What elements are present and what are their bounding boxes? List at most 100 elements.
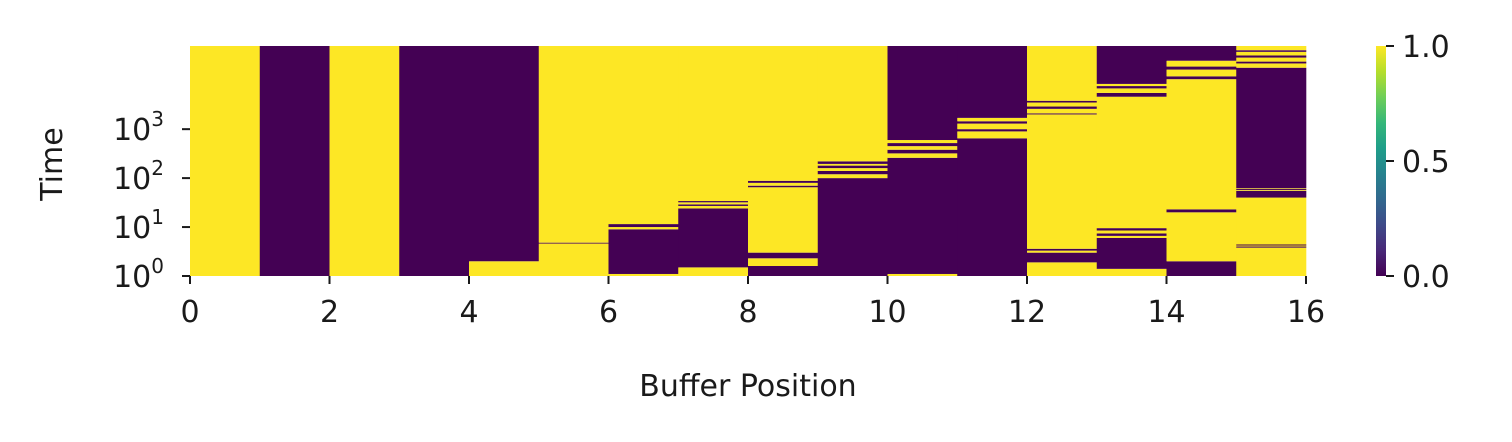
- heatmap-cell-pos13-seg11: [1096, 46, 1167, 84]
- heatmap-cell-pos14-seg0: [1166, 261, 1237, 276]
- heatmap-cell-pos7-seg0: [678, 267, 749, 276]
- heatmap-cell-pos2-seg0: [329, 46, 400, 276]
- heatmap-cell-pos11-seg3: [957, 123, 1028, 130]
- heatmap-cell-pos9-seg3: [817, 168, 888, 171]
- heatmap-cell-pos13-seg8: [1096, 88, 1167, 93]
- heatmap-cell-pos10-seg4: [887, 146, 958, 150]
- heatmap-cell-pos14-seg6: [1166, 66, 1237, 70]
- heatmap-cell-pos14-seg8: [1166, 46, 1237, 61]
- heatmap-cell-pos9-seg0: [817, 178, 888, 276]
- heatmap-cell-pos12-seg0: [1027, 262, 1098, 276]
- heatmap-cell-pos8-seg6: [748, 180, 819, 183]
- heatmap-cell-pos14-seg3: [1166, 79, 1237, 210]
- heatmap-cell-pos11-seg2: [957, 129, 1028, 132]
- heatmap-cell-pos15-seg0: [1236, 247, 1307, 276]
- heatmap-cell-pos12-seg3: [1027, 248, 1098, 251]
- heatmap-cell-pos12-seg1: [1027, 252, 1098, 263]
- heatmap-cell-pos15-seg6: [1236, 190, 1307, 191]
- heatmap-cell-pos13-seg1: [1096, 237, 1167, 269]
- heatmap-cell-pos4-seg1: [469, 46, 540, 262]
- heatmap-cell-pos9-seg2: [817, 170, 888, 175]
- heatmap-cell-pos7-seg2: [678, 205, 749, 209]
- heatmap-cell-pos15-seg5: [1236, 190, 1307, 198]
- heatmap-cell-pos10-seg7: [887, 46, 958, 141]
- heatmap-cell-pos8-seg1: [748, 258, 819, 266]
- x-tick-label: 16: [1287, 295, 1325, 330]
- heatmap-cell-pos12-seg8: [1027, 102, 1098, 107]
- heatmap-cell-pos10-seg0: [887, 273, 958, 276]
- heatmap-cell-pos6-seg2: [608, 227, 679, 230]
- heatmap-cell-pos15-seg3: [1236, 244, 1307, 246]
- heatmap-cell-pos6-seg1: [608, 229, 679, 274]
- x-tick-label: 8: [738, 295, 757, 330]
- heatmap-cell-pos9-seg4: [817, 165, 888, 169]
- x-tick-label: 0: [180, 295, 199, 330]
- heatmap-cell-pos5-seg1: [538, 242, 609, 244]
- heatmap-cell-pos15-seg11: [1236, 61, 1307, 64]
- x-tick-label: 14: [1147, 295, 1185, 330]
- heatmap-cell-pos7-seg1: [678, 208, 749, 268]
- heatmap-cell-pos15-seg9: [1236, 67, 1307, 189]
- heatmap-cell-pos12-seg7: [1027, 106, 1098, 109]
- heatmap-cell-pos4-seg0: [469, 261, 540, 276]
- x-tick-label: 4: [459, 295, 478, 330]
- heatmap-cell-pos1-seg0: [259, 46, 330, 276]
- x-tick-label: 10: [868, 295, 906, 330]
- heatmap-cell-pos9-seg1: [817, 174, 888, 179]
- heatmap-cell-pos15-seg4: [1236, 197, 1307, 245]
- heatmap-cell-pos3-seg0: [399, 46, 470, 276]
- heatmap-cell-pos13-seg10: [1096, 83, 1167, 87]
- colorbar-tick-label: 0.0: [1402, 260, 1450, 295]
- heatmap-cell-pos6-seg4: [608, 46, 679, 225]
- heatmap-cell-pos7-seg3: [678, 204, 749, 206]
- x-tick-label: 12: [1008, 295, 1046, 330]
- heatmap-cell-pos12-seg10: [1027, 46, 1098, 101]
- heatmap-cell-pos0-seg0: [190, 46, 261, 276]
- y-axis-label: Time: [35, 127, 70, 201]
- heatmap-cell-pos14-seg7: [1166, 60, 1237, 67]
- heatmap-cell-pos10-seg6: [887, 140, 958, 144]
- heatmap-cell-pos7-seg5: [678, 201, 749, 203]
- heatmap-cell-pos15-seg14: [1236, 51, 1307, 56]
- heatmap-cell-pos13-seg4: [1096, 230, 1167, 234]
- heatmap-cells: [190, 46, 1307, 276]
- heatmap-cell-pos12-seg2: [1027, 250, 1098, 253]
- heatmap-cell-pos9-seg6: [817, 161, 888, 164]
- heatmap-cell-pos11-seg0: [957, 138, 1028, 276]
- heatmap-cell-pos13-seg5: [1096, 228, 1167, 231]
- heatmap-cell-pos15-seg13: [1236, 55, 1307, 58]
- x-axis-ticks: 0 2 4 6 8 10 12 14 16: [180, 276, 1325, 330]
- heatmap-cell-pos5-seg0: [538, 243, 609, 276]
- heatmap-cell-pos7-seg4: [678, 202, 749, 205]
- colorbar-tick-label: 1.0: [1402, 30, 1450, 65]
- heatmap-cell-pos15-seg12: [1236, 57, 1307, 62]
- heatmap-cell-pos15-seg15: [1236, 50, 1307, 52]
- heatmap-cell-pos9-seg5: [817, 163, 888, 166]
- heatmap-cell-pos8-seg2: [748, 252, 819, 259]
- heatmap-cell-pos15-seg8: [1236, 188, 1307, 190]
- heatmap-cell-pos12-seg5: [1027, 113, 1098, 115]
- colorbar-ticks: 0.0 0.5 1.0: [1386, 30, 1450, 295]
- heatmap-cell-pos15-seg7: [1236, 188, 1307, 191]
- heatmap-cell-pos11-seg6: [957, 46, 1028, 118]
- y-tick-label: 100: [113, 254, 164, 295]
- heatmap-cell-pos14-seg4: [1166, 76, 1237, 80]
- heatmap-cell-pos15-seg16: [1236, 46, 1307, 51]
- heatmap-cell-pos14-seg5: [1166, 69, 1237, 77]
- heatmap-cell-pos9-seg7: [817, 46, 888, 162]
- heatmap-cell-pos8-seg3: [748, 187, 819, 253]
- y-tick-label: 103: [113, 107, 164, 148]
- heatmap-cell-pos14-seg2: [1166, 209, 1237, 213]
- x-axis-label: Buffer Position: [639, 369, 856, 404]
- heatmap-cell-pos15-seg10: [1236, 63, 1307, 68]
- heatmap-cell-pos10-seg3: [887, 149, 958, 154]
- heatmap-cell-pos10-seg2: [887, 153, 958, 158]
- heatmap-cell-pos13-seg9: [1096, 86, 1167, 89]
- heatmap-cell-pos12-seg9: [1027, 100, 1098, 103]
- heatmap-cell-pos6-seg3: [608, 224, 679, 228]
- heatmap-cell-pos8-seg7: [748, 46, 819, 181]
- heatmap-cell-pos6-seg0: [608, 273, 679, 276]
- heatmap-cell-pos11-seg4: [957, 121, 1028, 124]
- heatmap-cell-pos8-seg4: [748, 185, 819, 188]
